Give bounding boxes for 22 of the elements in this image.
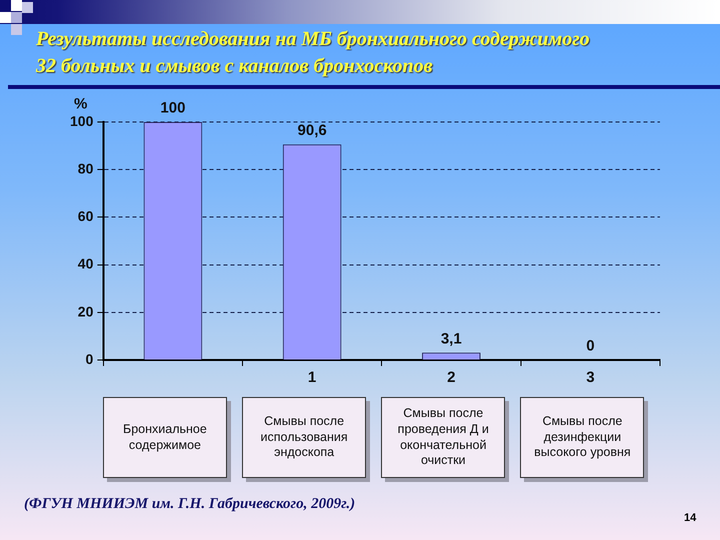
data-label: 3,1 bbox=[440, 330, 462, 348]
y-tick-label: 100 bbox=[70, 112, 94, 129]
x-tick-label: 2 bbox=[447, 369, 456, 386]
text: Смывы после использования эндоскопа bbox=[242, 397, 366, 478]
chart-subtitle: 32 больных и смывов с каналов бронхоскопов bbox=[36, 55, 433, 78]
text: Бронхиальное содержимое bbox=[102, 397, 227, 478]
y-tick-label: 20 bbox=[78, 303, 94, 320]
y-axis-title: % bbox=[74, 96, 88, 113]
data-label: 0 bbox=[586, 338, 595, 355]
y-tick-label: 40 bbox=[78, 256, 94, 272]
x-tick-label: 3 bbox=[586, 369, 595, 386]
y-tick-label: 80 bbox=[78, 160, 94, 176]
text: Смывы после проведения Д и окончательной очистки bbox=[381, 397, 506, 478]
text: (ФГУН МНИИЭМ им. Г.Н. Габричевского, 2009г.) bbox=[24, 496, 356, 513]
data-label: 100 bbox=[160, 100, 186, 117]
text: 14 bbox=[684, 512, 696, 524]
y-tick-label: 0 bbox=[86, 350, 94, 367]
x-tick-label: 1 bbox=[308, 369, 316, 386]
chart-title: Результаты исследования на МБ бронхиального содержимого bbox=[36, 28, 590, 51]
text: Смывы после дезинфекции высокого уровня bbox=[520, 397, 644, 478]
data-label: 90,6 bbox=[297, 122, 327, 140]
y-tick-label: 60 bbox=[78, 208, 94, 224]
